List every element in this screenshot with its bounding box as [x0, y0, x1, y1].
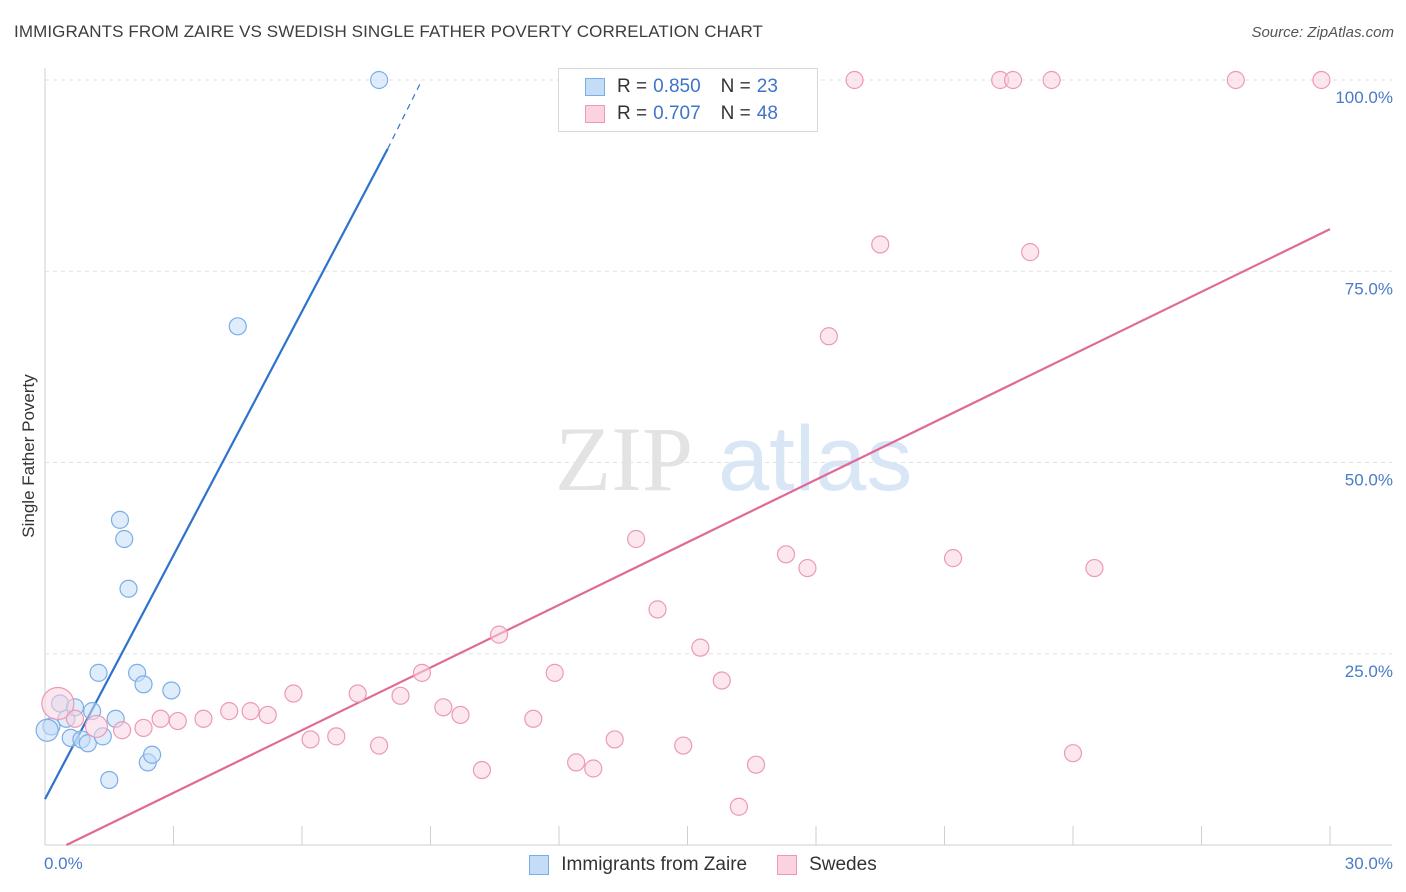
series-swatch-swedes [777, 855, 798, 875]
legend-r-value: 0.850 [653, 76, 701, 97]
legend-row-swedes: R = 0.707 N = 48 [585, 101, 778, 127]
point-swedes [584, 759, 603, 778]
point-swedes [472, 760, 491, 780]
point-zaire [134, 675, 153, 694]
point-swedes [301, 730, 320, 749]
point-swedes [648, 600, 667, 619]
legend-row-zaire: R = 0.850 N = 23 [585, 74, 778, 100]
point-swedes [674, 736, 693, 755]
y-tick-label: 25.0% [1345, 662, 1393, 681]
point-swedes [871, 235, 890, 254]
point-swedes [712, 671, 731, 690]
point-zaire [119, 579, 138, 598]
x-tick-label: 0.0% [44, 854, 83, 873]
axes [44, 68, 1392, 846]
legend-r-label: R = [617, 103, 648, 124]
y-tick-label: 100.0% [1335, 88, 1393, 107]
legend-n-value: 48 [756, 103, 778, 124]
series-label-swedes: Swedes [809, 854, 877, 875]
legend-r-value: 0.707 [653, 103, 701, 124]
point-swedes [1042, 70, 1061, 90]
point-swedes [1226, 70, 1245, 90]
series-legend-swedes[interactable]: Swedes [777, 854, 877, 876]
point-swedes [370, 736, 389, 755]
point-zaire [35, 718, 59, 742]
y-tick-label: 75.0% [1345, 279, 1393, 298]
point-swedes [691, 638, 710, 657]
legend-n-value: 23 [756, 76, 778, 97]
y-tick-label: 50.0% [1345, 471, 1393, 490]
point-swedes [65, 709, 85, 728]
chart-title: IMMIGRANTS FROM ZAIRE VS SWEDISH SINGLE … [14, 22, 763, 41]
tick-labels: 25.0% 50.0% 75.0% 100.0% 0.0% 30.0% [44, 88, 1393, 873]
point-zaire [78, 734, 97, 753]
point-swedes [729, 797, 749, 816]
point-swedes [819, 327, 838, 346]
point-swedes [112, 721, 132, 740]
trend-line [44, 148, 389, 800]
point-swedes [84, 714, 109, 739]
point-swedes [776, 545, 796, 564]
point-zaire [228, 317, 247, 336]
watermark-zip: ZIP [555, 408, 693, 510]
point-swedes [605, 730, 624, 749]
point-swedes [626, 529, 646, 549]
point-swedes [168, 711, 187, 731]
point-swedes [567, 753, 586, 772]
point-swedes [1085, 558, 1104, 578]
point-swedes [1021, 243, 1040, 262]
point-swedes [524, 709, 543, 728]
legend-n-label: N = [720, 76, 751, 97]
grid-lines [45, 79, 1392, 655]
point-swedes [545, 663, 564, 682]
point-zaire [89, 663, 108, 682]
point-swedes [258, 705, 277, 725]
point-swedes [1312, 70, 1331, 90]
y-axis-label: Single Father Poverty [19, 374, 38, 538]
trend-line-extension [387, 79, 423, 150]
point-swedes [746, 755, 766, 774]
point-swedes [220, 702, 239, 721]
series-label-zaire: Immigrants from Zaire [561, 854, 748, 875]
point-swedes [151, 709, 170, 728]
point-swedes [412, 663, 432, 682]
data-points [35, 70, 1331, 816]
legend-swatch-swedes [585, 105, 605, 123]
series-legend-zaire[interactable]: Immigrants from Zaire [529, 854, 747, 876]
point-swedes [1003, 70, 1023, 90]
point-swedes [1063, 744, 1083, 763]
point-swedes [241, 702, 260, 721]
point-zaire [100, 770, 119, 790]
point-swedes [845, 70, 864, 90]
point-zaire [115, 529, 134, 549]
correlation-legend: R = 0.850 N = 23 R = 0.707 N = 48 [558, 68, 818, 132]
point-swedes [798, 558, 817, 578]
point-swedes [348, 684, 367, 703]
trend-lines [44, 79, 1331, 846]
point-swedes [194, 709, 213, 728]
point-zaire [162, 681, 181, 700]
point-swedes [284, 684, 303, 703]
point-swedes [434, 698, 453, 717]
watermark-atlas: atlas [718, 408, 912, 510]
series-legend: Immigrants from Zaire Swedes [0, 852, 1406, 878]
point-zaire [142, 745, 162, 764]
point-swedes [41, 686, 75, 721]
point-swedes [391, 686, 410, 705]
legend-n-label: N = [720, 103, 751, 124]
point-zaire [370, 70, 389, 90]
source-credit: Source: ZipAtlas.com [1251, 24, 1394, 41]
point-swedes [451, 705, 470, 725]
point-zaire [110, 510, 130, 529]
point-swedes [943, 549, 963, 568]
point-swedes [134, 718, 153, 738]
trend-line [65, 228, 1331, 846]
series-swatch-zaire [529, 855, 550, 875]
legend-swatch-zaire [585, 78, 605, 96]
point-swedes [489, 625, 509, 644]
point-swedes [327, 727, 346, 746]
x-tick-label: 30.0% [1345, 854, 1393, 873]
legend-r-label: R = [617, 76, 648, 97]
